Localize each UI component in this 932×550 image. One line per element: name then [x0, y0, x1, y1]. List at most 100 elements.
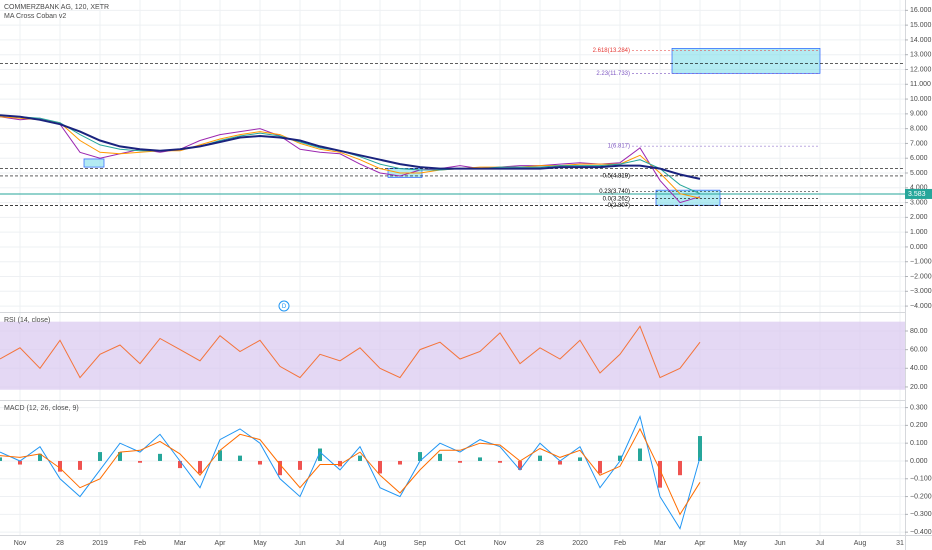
x-tick-label: May [733, 540, 747, 547]
histogram-bar [298, 460, 302, 470]
fib-label: 1(6.817) [608, 144, 630, 150]
y-tick-label: 0.300 [910, 404, 928, 411]
histogram-bar [278, 460, 282, 476]
y-tick-label: 5.000 [910, 170, 928, 177]
series-line [0, 325, 701, 379]
x-tick-label: Jun [774, 540, 785, 547]
series-line [0, 427, 701, 516]
y-tick-label: 4.000 [910, 185, 928, 192]
y-tick-label: 0.000 [910, 244, 928, 251]
y-tick-label: −1.000 [910, 259, 932, 266]
x-tick-label: Oct [455, 540, 466, 547]
x-tick-label: 28 [536, 540, 544, 547]
histogram-bar [578, 457, 582, 461]
x-tick-label: Sep [414, 540, 427, 547]
histogram-bar [78, 460, 82, 470]
histogram-bar [178, 460, 182, 469]
histogram-bar [0, 457, 2, 461]
x-tick-label: 2019 [92, 540, 108, 547]
histogram-bar [558, 460, 562, 465]
histogram-bar [658, 460, 662, 488]
y-tick-label: 3.000 [910, 199, 928, 206]
price-tag-label: 3.583 [908, 191, 926, 198]
histogram-bar [498, 460, 502, 463]
price-tag [905, 188, 932, 199]
zone-box [655, 189, 721, 206]
histogram-bar [198, 460, 202, 474]
histogram-bar [458, 460, 462, 463]
histogram-bar [158, 453, 162, 461]
fib-label: 2.23(11.733) [596, 71, 630, 77]
histogram-bar [118, 452, 122, 461]
x-tick-label: 2020 [572, 540, 588, 547]
y-tick-label: 16.000 [910, 7, 932, 14]
y-tick-label: 11.000 [910, 81, 931, 88]
histogram-bar [698, 436, 702, 461]
pane-title: RSI (14, close) [4, 317, 50, 324]
histogram-bar [58, 460, 62, 472]
event-marker-label: D [282, 304, 287, 310]
histogram-bar [238, 455, 242, 461]
y-tick-label: 13.000 [910, 52, 932, 59]
y-tick-label: 20.00 [910, 384, 928, 391]
histogram-bar [418, 452, 422, 461]
zone-box [671, 48, 821, 74]
fib-label: 0.0(3.262) [603, 196, 630, 202]
histogram-bar [438, 453, 442, 461]
pane-title: MACD (12, 26, close, 9) [4, 405, 79, 412]
histogram-bar [678, 460, 682, 476]
rsi-band [0, 321, 905, 390]
x-tick-label: 28 [56, 540, 64, 547]
histogram-bar [378, 460, 382, 474]
histogram-bar [258, 460, 262, 465]
y-tick-label: 14.000 [910, 37, 932, 44]
x-tick-label: Apr [215, 540, 227, 547]
histogram-bar [398, 460, 402, 465]
pane-title: COMMERZBANK AG, 120, XETR [4, 4, 109, 11]
fib-label: 2.618(13.284) [593, 48, 630, 54]
y-tick-label: −0.300 [910, 511, 932, 518]
y-tick-label: 6.000 [910, 155, 928, 162]
x-tick-label: Aug [854, 540, 867, 547]
histogram-bar [618, 455, 622, 461]
y-tick-label: 7.000 [910, 140, 928, 147]
histogram-bar [138, 460, 142, 463]
series-line [0, 116, 701, 199]
x-tick-label: Apr [695, 540, 707, 547]
histogram-bar [358, 455, 362, 461]
event-marker [278, 300, 290, 312]
y-tick-label: −0.200 [910, 493, 932, 500]
y-tick-label: 8.000 [910, 125, 928, 132]
x-tick-label: 31 [896, 540, 904, 547]
histogram-bar [638, 448, 642, 461]
y-tick-label: −0.400 [910, 529, 932, 536]
x-tick-label: Jul [336, 540, 345, 547]
x-tick-label: Mar [174, 540, 187, 547]
histogram-bar [98, 452, 102, 461]
series-line [0, 116, 701, 204]
y-tick-label: 60.00 [910, 346, 928, 353]
fib-label: 0.5(4.819) [603, 173, 630, 179]
x-tick-label: Nov [494, 540, 507, 547]
histogram-bar [518, 460, 522, 470]
y-tick-label: 1.000 [910, 229, 928, 236]
y-tick-label: −0.100 [910, 476, 932, 483]
y-tick-label: 0.100 [910, 440, 928, 447]
fib-label: 0(2.807) [608, 203, 630, 209]
y-tick-label: −2.000 [910, 273, 932, 280]
x-tick-label: Aug [374, 540, 387, 547]
y-tick-label: 12.000 [910, 66, 932, 73]
x-tick-label: Feb [134, 540, 146, 547]
y-tick-label: 0.200 [910, 422, 928, 429]
y-tick-label: 40.00 [910, 365, 928, 372]
x-tick-label: Mar [654, 540, 667, 547]
histogram-bar [598, 460, 602, 474]
y-tick-label: 9.000 [910, 111, 928, 118]
histogram-bar [38, 453, 42, 461]
x-tick-label: Feb [614, 540, 626, 547]
histogram-bar [478, 457, 482, 461]
fib-label: 0.23(3.740) [599, 189, 630, 195]
y-tick-label: 2.000 [910, 214, 928, 221]
